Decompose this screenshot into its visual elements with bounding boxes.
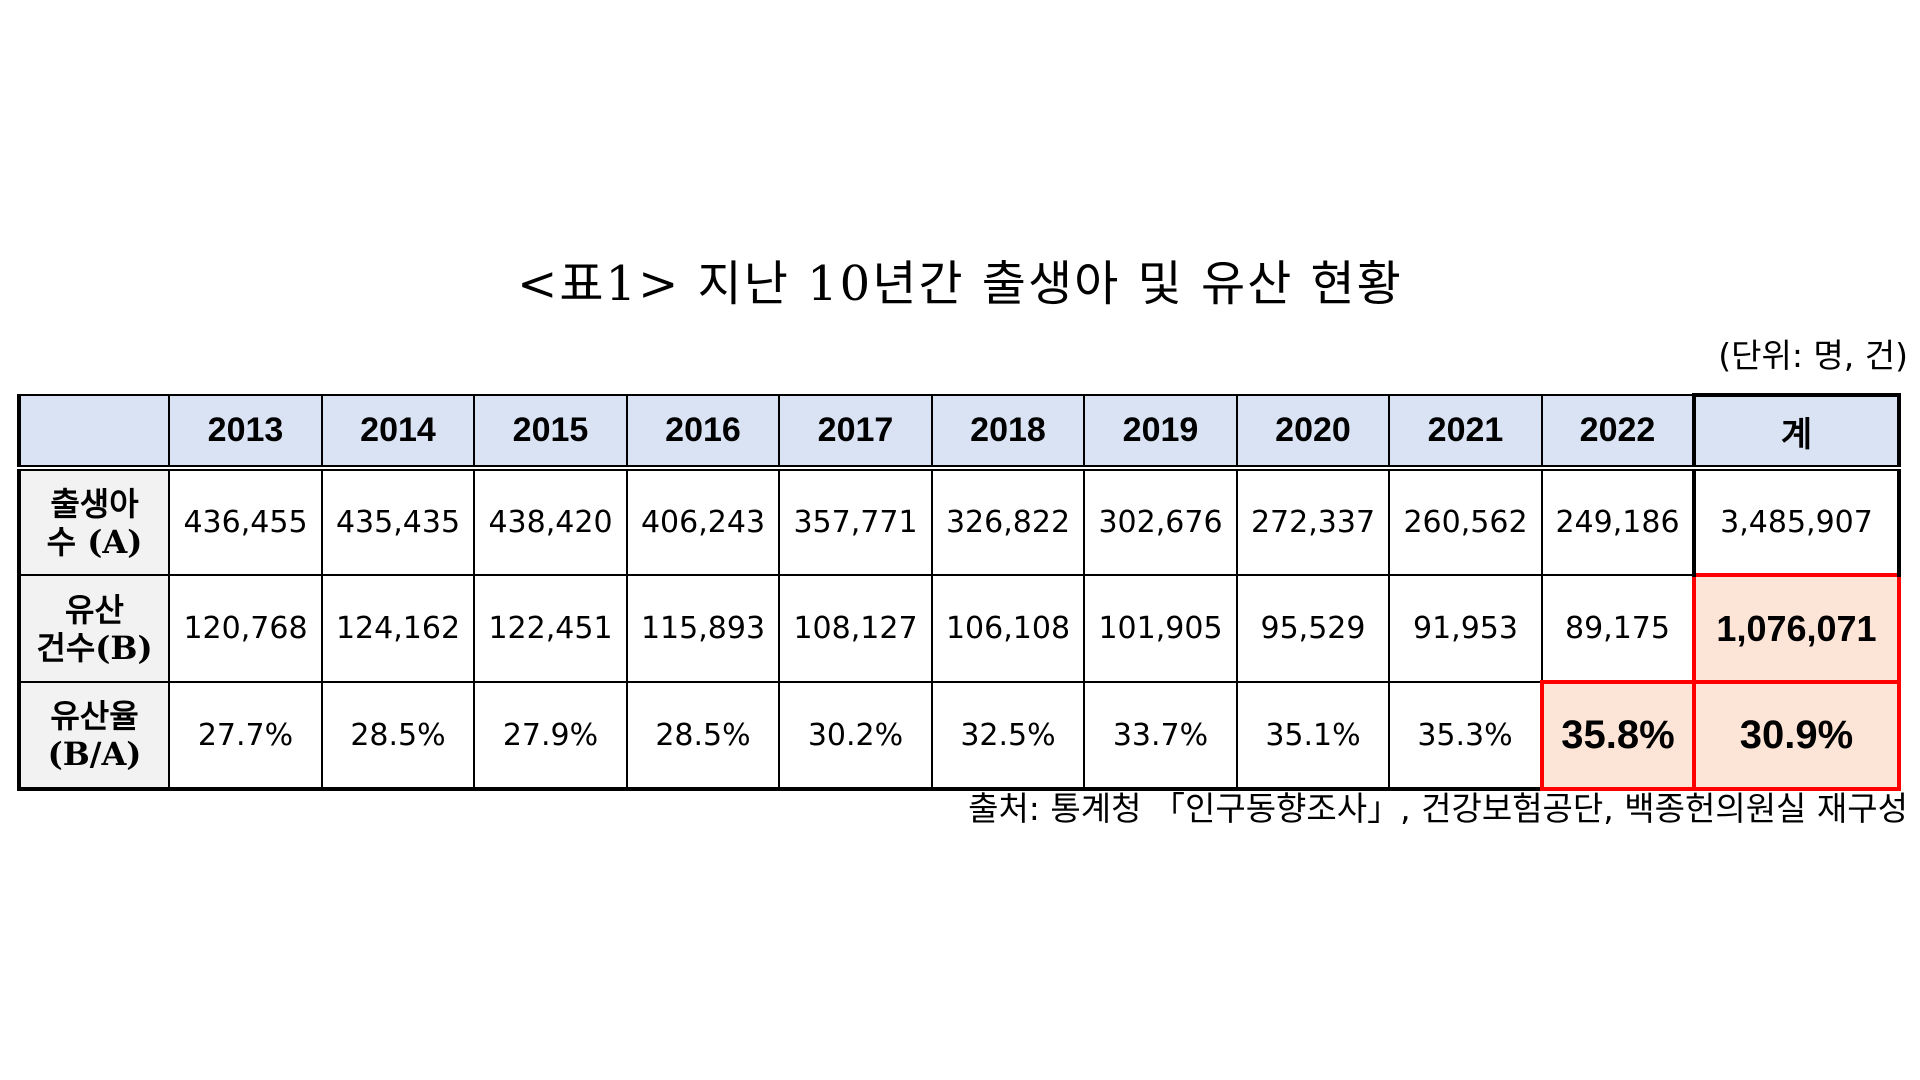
header-row: 2013 2014 2015 2016 2017 2018 2019 2020 …	[18, 393, 1901, 471]
cell-value: 28.5%	[626, 681, 780, 790]
table-row: 출생아 수 (A) 436,455 435,435 438,420 406,24…	[18, 467, 1901, 576]
header-year: 2019	[1083, 394, 1238, 471]
cell-value: 30.2%	[778, 681, 933, 790]
header-year: 2022	[1541, 394, 1695, 471]
cell-value: 28.5%	[321, 681, 475, 790]
cell-value: 89,175	[1541, 574, 1695, 683]
row-label-births: 출생아 수 (A)	[18, 467, 170, 576]
cell-value: 27.9%	[473, 681, 628, 790]
cell-value: 326,822	[931, 467, 1085, 576]
header-total: 계	[1692, 393, 1901, 471]
header-year: 2018	[931, 394, 1085, 471]
header-year: 2017	[778, 394, 933, 471]
unit-note: (단위: 명, 건)	[1718, 336, 1908, 375]
cell-value: 435,435	[321, 467, 475, 576]
data-table: 2013 2014 2015 2016 2017 2018 2019 2020 …	[17, 393, 1901, 791]
header-year: 2020	[1236, 394, 1390, 471]
cell-value: 260,562	[1388, 467, 1543, 576]
cell-total: 3,485,907	[1692, 467, 1901, 576]
cell-value: 35.3%	[1388, 681, 1543, 790]
cell-value: 32.5%	[931, 681, 1085, 790]
cell-value: 33.7%	[1083, 681, 1238, 790]
cell-value: 95,529	[1236, 574, 1390, 683]
cell-value: 406,243	[626, 467, 780, 576]
cell-value: 115,893	[626, 574, 780, 683]
source-note: 출처: 통계청 「인구동향조사」, 건강보험공단, 백종헌의원실 재구성	[968, 789, 1908, 828]
cell-total-highlighted: 30.9%	[1692, 680, 1901, 791]
header-year: 2014	[321, 394, 475, 471]
table-row: 유산 건수(B) 120,768 124,162 122,451 115,893…	[18, 573, 1901, 684]
cell-value: 35.1%	[1236, 681, 1390, 790]
cell-value: 106,108	[931, 574, 1085, 683]
cell-value: 120,768	[168, 574, 323, 683]
cell-value: 124,162	[321, 574, 475, 683]
cell-value: 108,127	[778, 574, 933, 683]
row-label-rate: 유산율 (B/A)	[18, 681, 170, 790]
cell-value: 101,905	[1083, 574, 1238, 683]
cell-value: 357,771	[778, 467, 933, 576]
cell-value: 122,451	[473, 574, 628, 683]
cell-total-highlighted: 1,076,071	[1692, 573, 1901, 684]
cell-value: 272,337	[1236, 467, 1390, 576]
cell-value: 91,953	[1388, 574, 1543, 683]
header-year: 2021	[1388, 394, 1543, 471]
birth-miscarriage-table: 2013 2014 2015 2016 2017 2018 2019 2020 …	[17, 393, 1901, 791]
table-row: 유산율 (B/A) 27.7% 28.5% 27.9% 28.5% 30.2% …	[18, 680, 1901, 791]
header-year: 2013	[168, 394, 323, 471]
row-label-miscarriages: 유산 건수(B)	[18, 574, 170, 683]
cell-value: 249,186	[1541, 467, 1695, 576]
cell-value: 436,455	[168, 467, 323, 576]
cell-value-highlighted: 35.8%	[1540, 680, 1696, 791]
header-corner	[18, 394, 170, 471]
header-year: 2016	[626, 394, 780, 471]
cell-value: 27.7%	[168, 681, 323, 790]
header-year: 2015	[473, 394, 628, 471]
table-title: <표1> 지난 10년간 출생아 및 유산 현황	[517, 256, 1403, 312]
cell-value: 302,676	[1083, 467, 1238, 576]
cell-value: 438,420	[473, 467, 628, 576]
